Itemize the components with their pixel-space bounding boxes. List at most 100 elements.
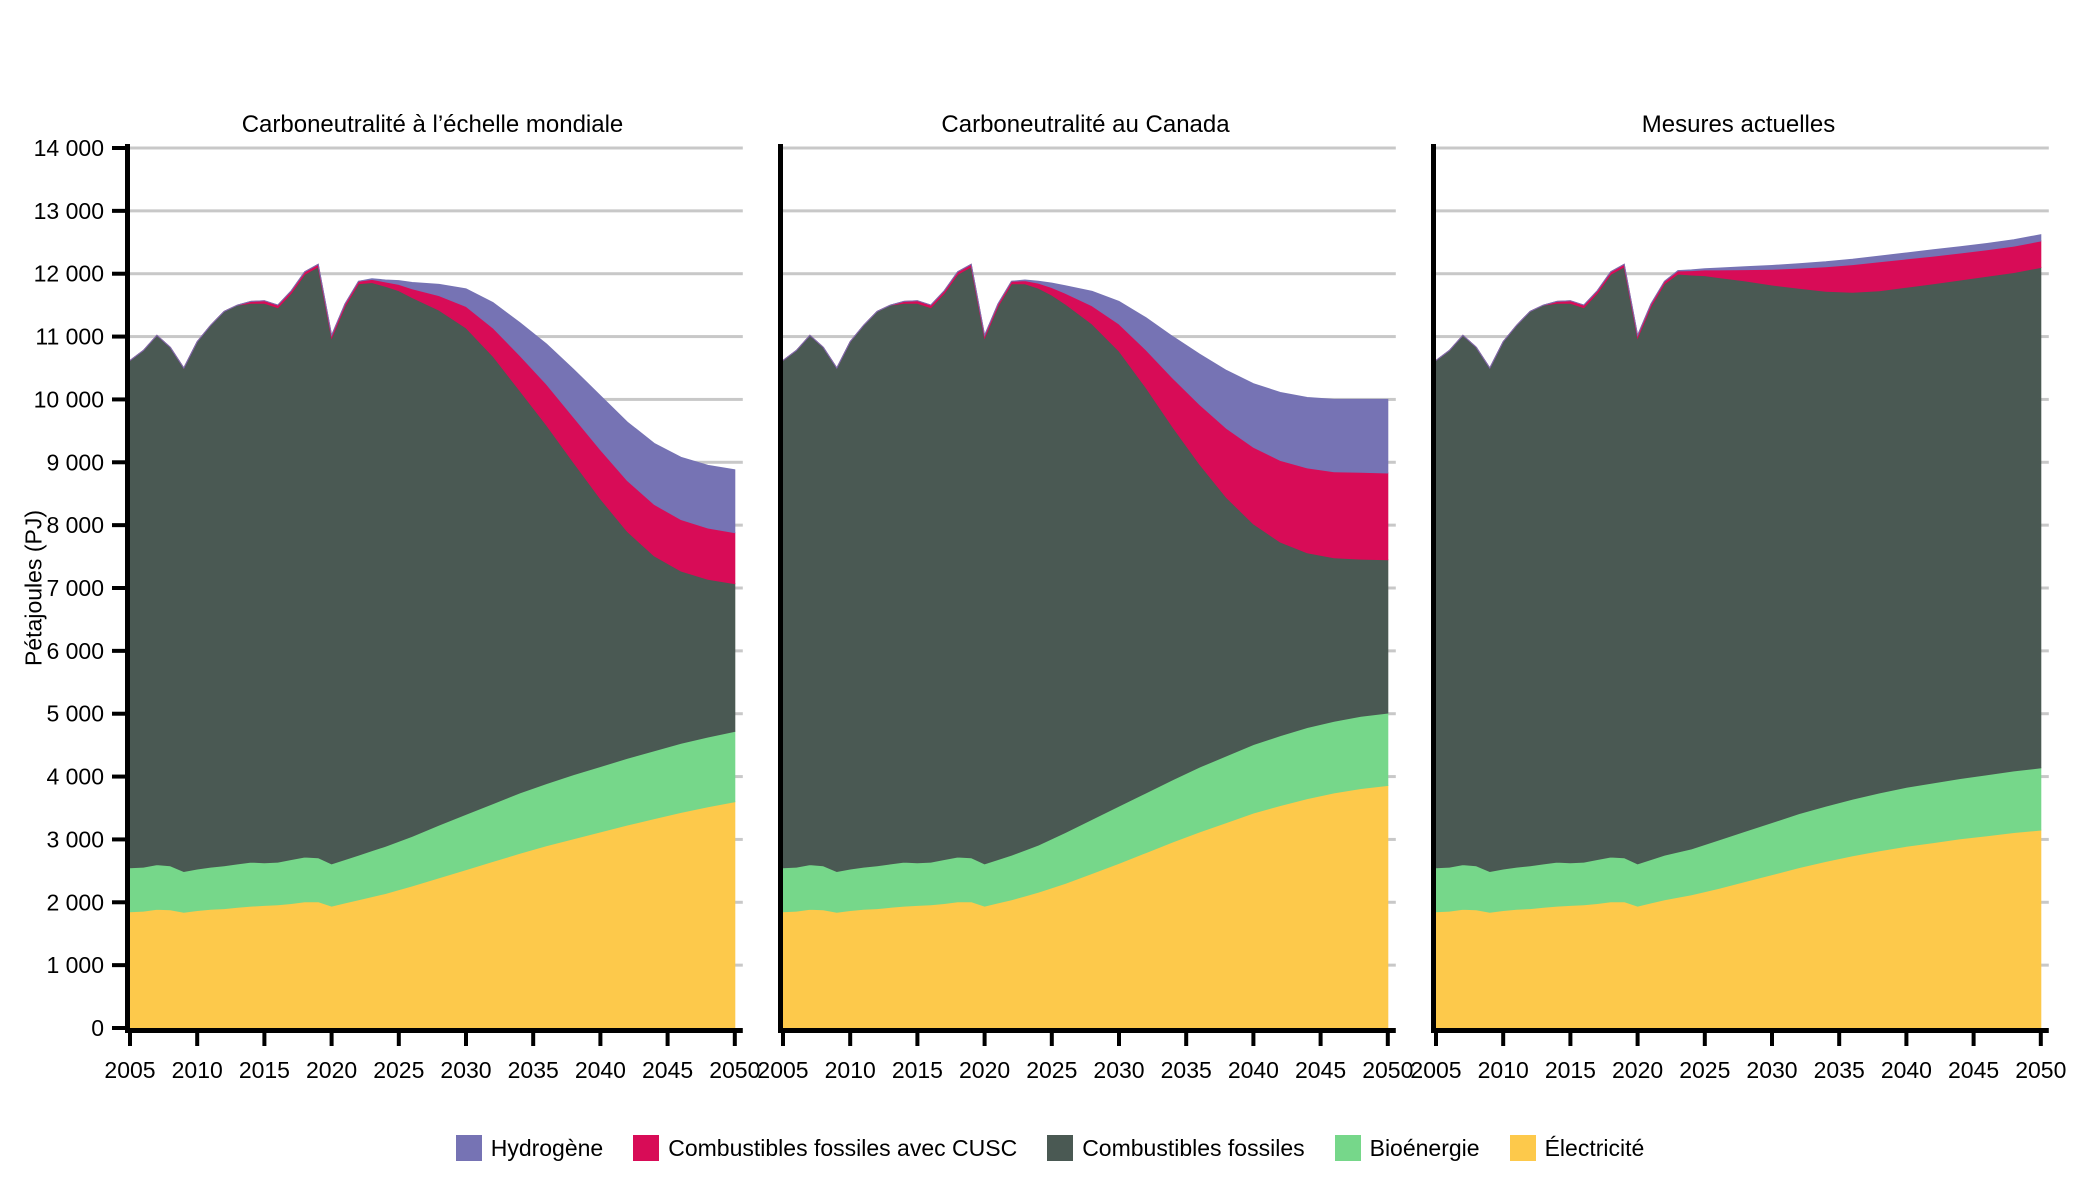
x-tick-label: 2010 [1478, 1057, 1529, 1083]
x-tick [1837, 1033, 1842, 1046]
x-tick-label: 2025 [1679, 1057, 1730, 1083]
y-tick-label: 8 000 [46, 512, 104, 538]
x-axis-line [778, 1028, 1396, 1033]
legend-label-hydrogene: Hydrogène [490, 1134, 604, 1161]
y-tick [112, 208, 125, 213]
x-tick-label: 2025 [1026, 1057, 1077, 1083]
legend-label-electricite: Électricité [1544, 1134, 1645, 1161]
x-tick [1635, 1033, 1640, 1046]
y-tick [112, 523, 125, 528]
x-tick [1971, 1033, 1976, 1046]
y-tick-label: 6 000 [46, 638, 104, 664]
gridline [783, 209, 1396, 213]
x-tick-label: 2025 [373, 1057, 424, 1083]
legend-swatch-hydrogene [455, 1135, 482, 1161]
x-tick-label: 2030 [1746, 1057, 1797, 1083]
x-tick [1318, 1033, 1323, 1046]
x-tick-label: 2010 [172, 1057, 223, 1083]
legend-swatch-cusc [633, 1135, 660, 1161]
x-tick-label: 2050 [2015, 1057, 2066, 1083]
y-tick [112, 397, 125, 402]
x-tick [1049, 1033, 1054, 1046]
legend: Hydrogène Combustibles fossiles avec CUSC… [0, 1128, 2100, 1168]
y-tick [112, 271, 125, 276]
x-tick-label: 2035 [1161, 1057, 1212, 1083]
x-tick [915, 1033, 920, 1046]
x-tick [848, 1033, 853, 1046]
gridline [130, 146, 743, 150]
x-tick-label: 2035 [508, 1057, 559, 1083]
x-tick [195, 1033, 200, 1046]
x-tick-label: 2030 [440, 1057, 491, 1083]
x-tick-label: 2020 [1612, 1057, 1663, 1083]
x-tick-label: 2045 [1948, 1057, 1999, 1083]
y-tick-label: 12 000 [34, 261, 104, 287]
legend-label-bioenergie: Bioénergie [1369, 1134, 1480, 1161]
gridline [1436, 209, 2049, 213]
y-tick [112, 774, 125, 779]
y-tick-label: 3 000 [46, 826, 104, 852]
y-tick-label: 13 000 [34, 198, 104, 224]
y-tick [112, 711, 125, 716]
legend-swatch-electricite [1509, 1135, 1536, 1161]
x-tick [1251, 1033, 1256, 1046]
x-tick-label: 2035 [1814, 1057, 1865, 1083]
x-tick-label: 2045 [642, 1057, 693, 1083]
y-tick-label: 4 000 [46, 764, 104, 790]
legend-item-fossiles: Combustibles fossiles [1047, 1134, 1305, 1162]
legend-item-hydrogene: Hydrogène [455, 1134, 604, 1162]
gridline [130, 209, 743, 213]
legend-item-cusc: Combustibles fossiles avec CUSC [633, 1135, 1017, 1162]
x-tick [1385, 1033, 1390, 1046]
x-tick [1184, 1033, 1189, 1046]
y-tick [112, 963, 125, 968]
y-tick-label: 0 [91, 1015, 104, 1041]
x-tick-label: 2030 [1093, 1057, 1144, 1083]
gridline [130, 272, 743, 276]
x-tick-label: 2005 [757, 1057, 808, 1083]
x-tick [732, 1033, 737, 1046]
y-axis-spine [778, 144, 783, 1033]
x-tick [1702, 1033, 1707, 1046]
gridline [783, 146, 1396, 150]
x-tick [262, 1033, 267, 1046]
x-tick-label: 2050 [709, 1057, 760, 1083]
y-tick [112, 900, 125, 905]
x-tick [598, 1033, 603, 1046]
x-tick-label: 2045 [1295, 1057, 1346, 1083]
x-tick [2038, 1033, 2043, 1046]
y-tick [112, 648, 125, 653]
y-tick-label: 10 000 [34, 386, 104, 412]
x-tick-label: 2010 [825, 1057, 876, 1083]
x-tick [531, 1033, 536, 1046]
x-tick [1770, 1033, 1774, 1046]
x-tick-label: 2005 [104, 1057, 155, 1083]
x-tick [1904, 1033, 1909, 1046]
x-tick-label: 2015 [1545, 1057, 1596, 1083]
area-hydrogene [1435, 234, 2042, 369]
x-tick [1501, 1033, 1506, 1046]
x-tick [1434, 1033, 1438, 1046]
x-tick-label: 2040 [1881, 1057, 1932, 1083]
panel-title-current-measures: Mesures actuelles [1641, 111, 1836, 138]
x-tick [1117, 1033, 1121, 1046]
y-tick [112, 837, 125, 842]
legend-label-cusc: Combustibles fossiles avec CUSC [668, 1134, 1018, 1161]
y-axis-spine [1431, 144, 1436, 1033]
x-tick [464, 1033, 468, 1046]
x-tick [128, 1033, 132, 1046]
legend-label-fossiles: Combustibles fossiles [1082, 1134, 1305, 1161]
x-axis-line [1431, 1028, 2049, 1033]
legend-item-electricite: Électricité [1509, 1134, 1645, 1162]
panel-title-global-net-zero: Carboneutralité à l’échelle mondiale [241, 111, 624, 138]
y-tick [112, 146, 125, 150]
x-tick [982, 1033, 987, 1046]
x-tick-label: 2015 [892, 1057, 943, 1083]
x-tick-label: 2040 [575, 1057, 626, 1083]
panel-title-canada-net-zero: Carboneutralité au Canada [941, 111, 1230, 138]
gridline [783, 272, 1396, 276]
x-tick [396, 1033, 401, 1046]
x-tick-label: 2020 [306, 1057, 357, 1083]
legend-swatch-bioenergie [1334, 1135, 1361, 1161]
